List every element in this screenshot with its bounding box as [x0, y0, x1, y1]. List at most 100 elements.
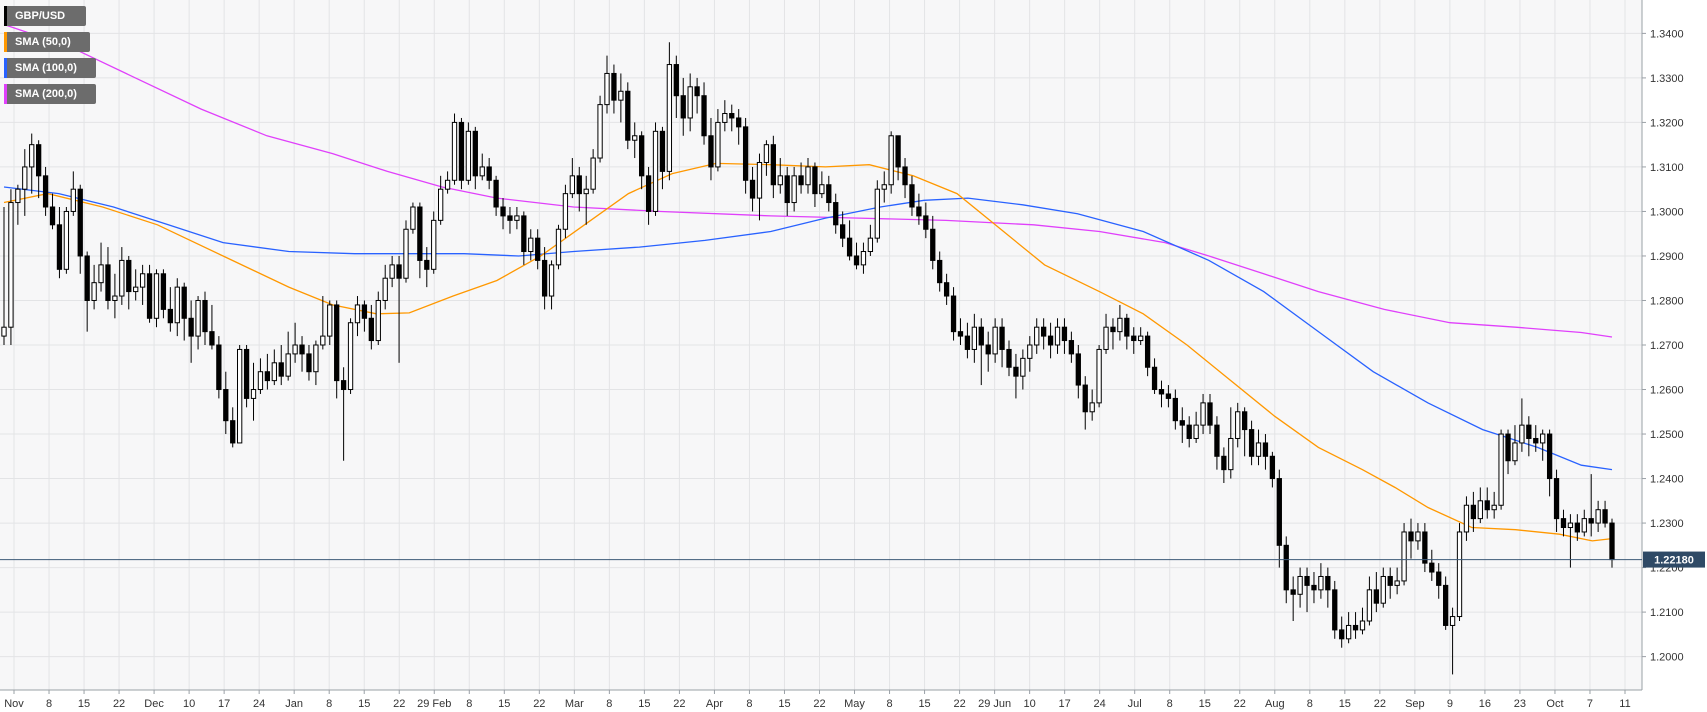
candle-body-down [1262, 442, 1269, 457]
candle [1602, 500, 1608, 528]
candle [1179, 407, 1185, 443]
candle-body-up [1449, 616, 1456, 626]
candle [1352, 612, 1359, 639]
candle-body-up [1054, 326, 1061, 346]
candle [1034, 318, 1040, 354]
candle-body-down [1075, 353, 1081, 386]
candle-body-down [826, 184, 832, 204]
y-tick-label: 1.2500 [1650, 429, 1684, 441]
y-tick-label: 1.3300 [1650, 73, 1684, 85]
candle-body-up [666, 64, 673, 172]
candle-body-down [230, 420, 236, 444]
candle [867, 224, 874, 256]
candle [1082, 376, 1088, 430]
candle [368, 304, 374, 350]
candle-body-up [479, 166, 485, 177]
candle [1013, 353, 1019, 399]
candle-body-down [1061, 326, 1068, 342]
candle [1429, 549, 1435, 581]
candle [375, 291, 381, 345]
candle [1311, 572, 1317, 604]
candle [1387, 567, 1393, 599]
candle-body-down [1047, 335, 1054, 346]
x-tick-label: 8 [1167, 698, 1173, 710]
candle-body-up [1359, 620, 1366, 631]
candle-body-up [438, 188, 444, 221]
x-tick-label: 22 [533, 698, 545, 710]
candle-body-down [1325, 575, 1331, 591]
candle [1470, 491, 1477, 532]
candle-body-down [673, 64, 679, 97]
candle-body-up [15, 188, 21, 204]
candle [618, 73, 624, 123]
legend-item-sma100[interactable]: SMA (100,0) [4, 58, 96, 78]
candle-body-down [729, 113, 735, 119]
candle [431, 211, 437, 274]
candle-body-down [736, 117, 742, 128]
sma100-line [3, 186, 1613, 471]
candle-body-down [937, 259, 943, 284]
candle [742, 117, 749, 194]
candle [410, 202, 416, 234]
y-tick-label: 1.2100 [1650, 607, 1684, 619]
candle-body-up [1255, 442, 1262, 457]
candle [271, 349, 277, 386]
candle-body-up [112, 295, 118, 301]
candle-body-up [860, 251, 867, 266]
candle-body-down [916, 206, 922, 217]
candle [541, 247, 548, 310]
candle-body-down [202, 299, 208, 333]
x-tick-label: 22 [1374, 698, 1386, 710]
candle-body-down [985, 344, 991, 355]
candle [978, 318, 984, 386]
candle [139, 264, 146, 305]
candle [1027, 336, 1033, 372]
candle-body-down [1110, 326, 1116, 333]
legend-item-gbpusd[interactable]: GBP/USD [4, 6, 86, 26]
candle-body-up [562, 193, 569, 230]
x-tick-label: 8 [1307, 698, 1313, 710]
candle [1339, 616, 1345, 648]
candle-body-up [29, 144, 35, 168]
candle [299, 336, 305, 372]
candle [950, 287, 957, 341]
x-tick-label: 9 [1447, 698, 1453, 710]
candle [1359, 607, 1366, 635]
candle [91, 264, 97, 310]
candle-body-down [1269, 455, 1276, 480]
candle [479, 153, 485, 181]
candle [659, 126, 666, 190]
candle [133, 269, 139, 301]
candle-body-down [1144, 335, 1151, 368]
candle [528, 229, 534, 261]
candle-body-up [1394, 580, 1400, 586]
candle-body-up [1117, 317, 1123, 333]
candle-body-down [223, 389, 229, 422]
candle-body-up [250, 389, 257, 399]
y-tick-label: 1.2700 [1650, 340, 1684, 352]
candle [1505, 429, 1511, 475]
x-tick-label: 8 [466, 698, 472, 710]
candle [625, 82, 631, 150]
legend-item-sma200[interactable]: SMA (200,0) [4, 84, 96, 104]
candle [507, 207, 513, 234]
candle-body-up [604, 72, 610, 106]
legend-item-sma50[interactable]: SMA (50,0) [4, 32, 90, 52]
candle-body-down [930, 228, 936, 261]
candle-body-down [1443, 584, 1449, 626]
candle [340, 367, 347, 461]
candle-body-down [1560, 518, 1567, 529]
candle-body-down [1124, 317, 1130, 337]
candle-body-down [964, 335, 971, 350]
candle-body-down [902, 166, 908, 186]
candle-body-down [1373, 589, 1379, 604]
candle-body-up [1498, 433, 1504, 506]
current-price-label: 1.22180 [1654, 555, 1694, 567]
candle [853, 242, 860, 270]
x-tick-label: Aug [1265, 698, 1285, 710]
candle-body-up [375, 299, 381, 342]
candle-body-up [971, 326, 977, 350]
candle-body-up [8, 202, 14, 328]
y-axis: 1.3400 1.3300 1.3200 1.3100 1.3000 1.2900 1.28… [1642, 28, 1684, 664]
candle-body-up [153, 273, 160, 319]
